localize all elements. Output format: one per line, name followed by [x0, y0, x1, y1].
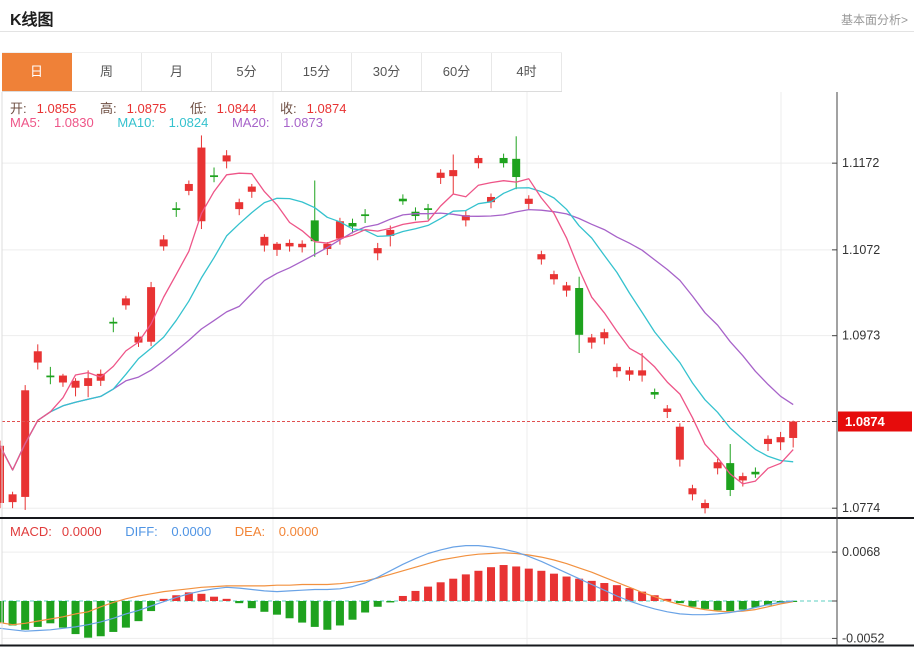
price-tick-label: 1.1072	[842, 243, 880, 257]
dea-label: DEA:	[234, 524, 266, 539]
dea-line	[0, 552, 794, 626]
current-price-label: 1.0874	[845, 414, 886, 429]
header-divider	[0, 31, 914, 32]
high-label: 高:	[100, 101, 117, 116]
macd-tick-label: 0.0068	[842, 545, 880, 559]
diff-label: DIFF:	[125, 524, 158, 539]
macd-legend: MACD: 0.0000 DIFF: 0.0000 DEA: 0.0000	[10, 524, 339, 539]
low-value: 1.0844	[216, 101, 257, 116]
tab-5分[interactable]: 5分	[212, 53, 282, 91]
current-price-badge	[838, 411, 912, 432]
page-title: K线图	[10, 12, 54, 29]
tab-15分[interactable]: 15分	[282, 53, 352, 91]
diff-line	[0, 544, 794, 632]
close-value: 1.0874	[306, 101, 347, 116]
tab-日[interactable]: 日	[2, 53, 72, 91]
dea-value: 0.0000	[278, 524, 319, 539]
candles	[0, 135, 798, 514]
close-label: 收:	[280, 101, 297, 116]
ma20-line	[0, 208, 794, 471]
ohlc-legend: 开: 1.0855 高: 1.0875 低: 1.0844 收: 1.0874	[10, 98, 366, 117]
axis-labels: 1.1172 1.1072 1.0973 1.0774 0.0068 -0.0052	[832, 156, 884, 645]
ma20-label: MA20:	[231, 115, 270, 130]
period-tabbar: 日周月 5分 15分 30分 60分 4时	[2, 52, 562, 92]
ma10-label: MA10:	[117, 115, 155, 130]
price-tick-label: 1.0774	[842, 501, 880, 515]
price-tick-label: 1.1172	[842, 156, 879, 170]
ma20-value: 1.0873	[283, 115, 323, 130]
macd-bars	[0, 565, 798, 638]
fundamental-analysis-link[interactable]: 基本面分析>	[840, 13, 908, 27]
price-tick-label: 1.0973	[842, 329, 880, 343]
ma5-label: MA5:	[10, 115, 41, 130]
tab-60分[interactable]: 60分	[422, 53, 492, 91]
ma5-line	[0, 172, 794, 485]
tab-4时[interactable]: 4时	[492, 53, 562, 91]
ma10-line	[0, 187, 794, 471]
ma5-value: 1.0830	[53, 115, 94, 130]
macd-label: MACD:	[10, 524, 52, 539]
macd-tick-label: -0.0052	[842, 631, 884, 645]
ma-legend: MA5: 1.0830 MA10: 1.0824 MA20: 1.0873	[10, 115, 343, 130]
open-label: 开:	[10, 101, 27, 116]
tab-周[interactable]: 周	[72, 53, 142, 91]
high-value: 1.0875	[126, 101, 167, 116]
diff-value: 0.0000	[171, 524, 212, 539]
ma10-value: 1.0824	[168, 115, 209, 130]
macd-value: 0.0000	[61, 524, 102, 539]
gridlines	[2, 92, 837, 646]
tab-30分[interactable]: 30分	[352, 53, 422, 91]
tab-月[interactable]: 月	[142, 53, 212, 91]
open-value: 1.0855	[36, 101, 77, 116]
low-label: 低:	[190, 101, 207, 116]
